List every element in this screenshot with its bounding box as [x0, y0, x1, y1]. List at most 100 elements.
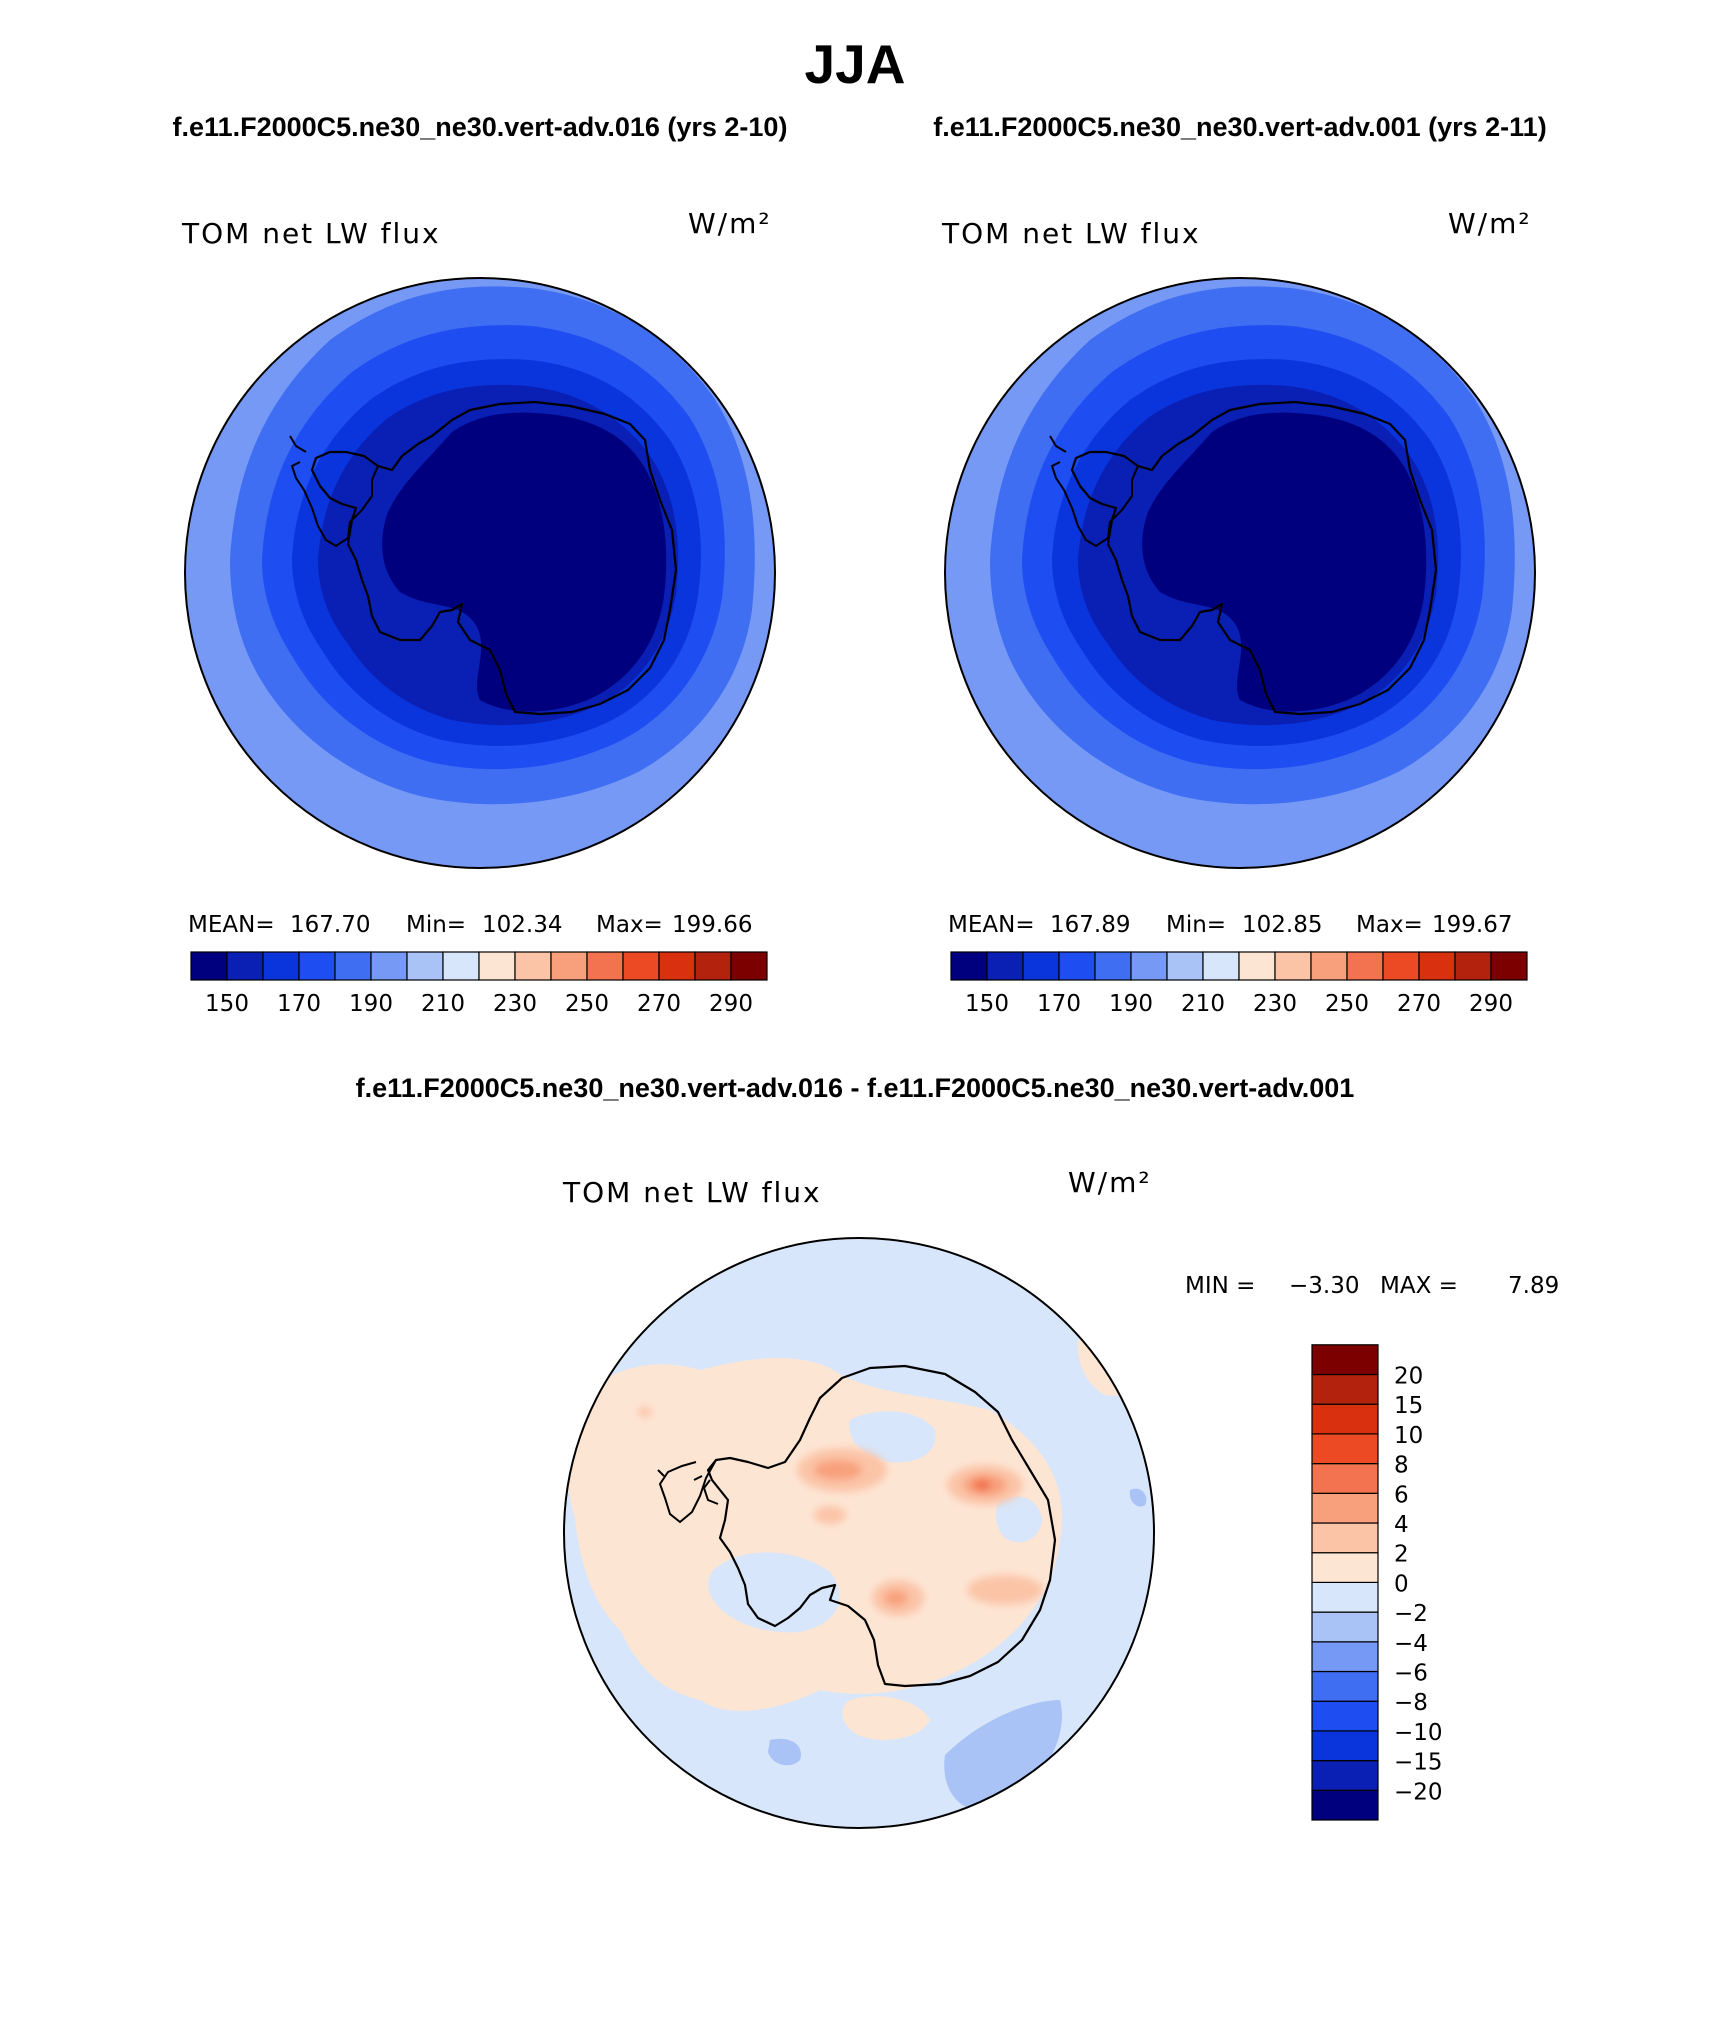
colorbar-swatch	[1418, 951, 1456, 981]
colorbar-swatch	[1346, 951, 1384, 981]
colorbar-swatch	[1311, 1581, 1379, 1613]
colorbar-swatch	[226, 951, 264, 981]
colorbar-tick-label: 4	[1394, 1512, 1409, 1538]
colorbar-swatch	[1274, 951, 1312, 981]
contour-neg2-0	[995, 1496, 1042, 1543]
colorbar-tick-label: 15	[1394, 1393, 1423, 1419]
colorbar-swatch	[1311, 1670, 1379, 1702]
contour-4-6	[814, 1460, 862, 1480]
peninsula-right	[1049, 435, 1139, 548]
colorbar-tick-label: 230	[1253, 991, 1297, 1017]
colorbar-swatch	[730, 951, 768, 981]
colorbar-tick-label: −6	[1394, 1661, 1428, 1687]
stats-left-max: 199.66	[672, 912, 752, 938]
colorbar-swatch	[1058, 951, 1096, 981]
stats-diff-max-label: MAX =	[1380, 1273, 1458, 1299]
map-border-left	[184, 277, 776, 869]
contour-ice	[1142, 412, 1427, 712]
stats-right-mean: 167.89	[1050, 912, 1130, 938]
colorbar-swatch	[986, 951, 1024, 981]
colorbar-swatch	[1382, 951, 1420, 981]
colorbar-tick-label: 210	[1181, 991, 1225, 1017]
colorbar-swatch	[1310, 951, 1348, 981]
colorbar-swatch	[1311, 1433, 1379, 1465]
colorbar-swatch	[1094, 951, 1132, 981]
coastline-right	[1070, 400, 1438, 716]
colorbar-swatch	[514, 951, 552, 981]
panel-diff-map	[564, 1238, 1154, 1828]
stats-left: MEAN= 167.70 Min= 102.34 Max= 199.66	[188, 912, 752, 938]
contour-4-6	[884, 1590, 908, 1606]
difference-title: f.e11.F2000C5.ne30_ne30.vert-adv.016 - f…	[355, 1073, 1355, 1103]
panel-right-variable: TOM net LW flux	[941, 217, 1201, 250]
colorbar-tick-label: −4	[1394, 1631, 1428, 1657]
colorbar-swatch	[442, 951, 480, 981]
colorbar-tick-label: 150	[205, 991, 249, 1017]
stats-right-min: 102.85	[1242, 912, 1322, 938]
colorbar-tick-label: 20	[1394, 1364, 1423, 1390]
contour-2-4	[814, 1506, 846, 1524]
colorbar-swatch	[550, 951, 588, 981]
colorbar-tick-label: 8	[1394, 1453, 1409, 1479]
panel-left-units: W/m²	[688, 207, 772, 240]
colorbar-swatch	[334, 951, 372, 981]
positive-anomalies	[638, 1407, 1043, 1616]
colorbar-swatch	[1022, 951, 1060, 981]
colorbar-swatch	[1311, 1641, 1379, 1673]
colorbar-tick-label: −20	[1394, 1779, 1443, 1805]
stats-right-min-label: Min=	[1166, 912, 1226, 938]
map-border-difference	[563, 1237, 1155, 1829]
colorbar-swatch	[190, 951, 228, 981]
panel-left: TOM net LW flux W/m² MEAN= 167.70 Min= 1…	[181, 207, 776, 1017]
peninsula-left	[289, 435, 379, 548]
contour-0-2	[564, 1358, 1062, 1711]
colorbar-swatch	[370, 951, 408, 981]
stats-left-mean: 167.70	[290, 912, 370, 938]
colorbar-tick-label: −15	[1394, 1750, 1443, 1776]
colorbar-swatch	[1311, 1611, 1379, 1643]
case-title-right: f.e11.F2000C5.ne30_ne30.vert-adv.001 (yr…	[933, 112, 1547, 142]
colorbar-tick-label: 230	[493, 991, 537, 1017]
colorbar-swatch	[1311, 1373, 1379, 1405]
colorbar-tick-label: 2	[1394, 1542, 1409, 1568]
contour-neg4-2	[1129, 1488, 1147, 1507]
colorbar-swatch	[950, 951, 988, 981]
colorbar-tick-label: 10	[1394, 1423, 1423, 1449]
colorbar-tick-label: −10	[1394, 1720, 1443, 1746]
stats-diff-min-label: MIN =	[1185, 1273, 1255, 1299]
panel-left-map	[185, 278, 775, 868]
figure-title: JJA	[804, 33, 906, 95]
colorbar-right: 150 170 190 210 230 250 270 290	[950, 951, 1528, 1017]
colorbar-tick-label: 170	[1037, 991, 1081, 1017]
stats-diff-min: −3.30	[1289, 1273, 1359, 1299]
peninsula-difference	[657, 1459, 719, 1524]
colorbar-tick-label: 270	[1397, 991, 1441, 1017]
colorbar-swatch	[1311, 1462, 1379, 1494]
colorbar-swatch	[1311, 1730, 1379, 1762]
colorbar-swatch	[586, 951, 624, 981]
colorbar-swatch	[658, 951, 696, 981]
colorbar-swatch	[1311, 1789, 1379, 1821]
panel-difference: TOM net LW flux W/m²	[562, 1166, 1559, 1829]
colorbar-swatch	[1490, 951, 1528, 981]
contour-6-8	[973, 1479, 991, 1491]
colorbar-tick-label: 150	[965, 991, 1009, 1017]
contour-neg4-2	[944, 1700, 1062, 1811]
colorbar-swatch	[1238, 951, 1276, 981]
colorbar-swatch	[1311, 1552, 1379, 1583]
colorbar-swatch	[1311, 1759, 1379, 1791]
colorbar-tick-label: 6	[1394, 1482, 1409, 1508]
panel-right: TOM net LW flux W/m² MEAN= 167.89 Min= 1…	[941, 207, 1536, 1017]
stats-right-max: 199.67	[1432, 912, 1512, 938]
contour-0-2	[842, 1696, 930, 1740]
colorbar-left: 150 170 190 210 230 250 270 290	[190, 951, 768, 1017]
colorbar-swatch	[298, 951, 336, 981]
colorbar-tick-label: 170	[277, 991, 321, 1017]
panel-diff-variable: TOM net LW flux	[562, 1176, 822, 1209]
stats-left-min-label: Min=	[406, 912, 466, 938]
colorbar-tick-label: 250	[565, 991, 609, 1017]
colorbar-swatch	[1454, 951, 1492, 981]
colorbar-tick-label: 290	[709, 991, 753, 1017]
contour-neg2-0	[708, 1552, 840, 1633]
